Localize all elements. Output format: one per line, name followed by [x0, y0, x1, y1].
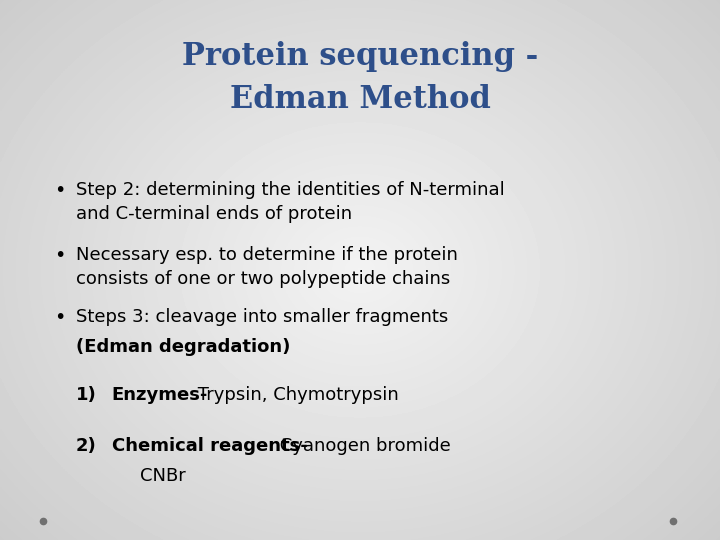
Text: CNBr: CNBr [140, 467, 186, 485]
Text: Trypsin, Chymotrypsin: Trypsin, Chymotrypsin [192, 386, 399, 404]
Text: 1): 1) [76, 386, 96, 404]
Text: Cyanogen bromide: Cyanogen bromide [274, 437, 450, 455]
Text: Necessary esp. to determine if the protein
consists of one or two polypeptide ch: Necessary esp. to determine if the prote… [76, 246, 457, 288]
Text: 2): 2) [76, 437, 96, 455]
Text: •: • [54, 181, 66, 200]
Text: Edman Method: Edman Method [230, 84, 490, 116]
Text: Protein sequencing -: Protein sequencing - [182, 41, 538, 72]
Text: Step 2: determining the identities of N-terminal
and C-terminal ends of protein: Step 2: determining the identities of N-… [76, 181, 504, 223]
Text: •: • [54, 246, 66, 265]
Text: Enzymes-: Enzymes- [112, 386, 208, 404]
Text: •: • [54, 308, 66, 327]
Text: (Edman degradation): (Edman degradation) [76, 338, 290, 355]
Text: Steps 3: cleavage into smaller fragments: Steps 3: cleavage into smaller fragments [76, 308, 448, 326]
Text: Chemical reagents-: Chemical reagents- [112, 437, 307, 455]
